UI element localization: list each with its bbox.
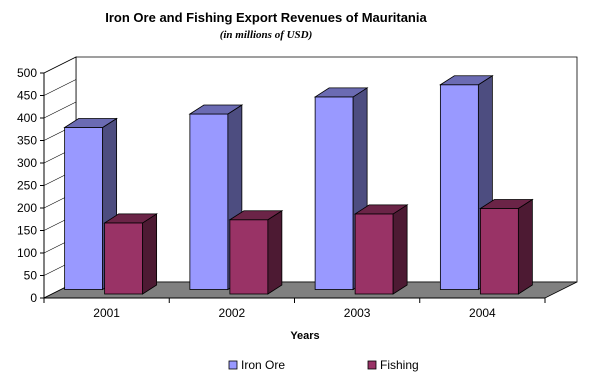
y-tick-label: 150	[17, 224, 37, 238]
bar-front	[314, 96, 354, 290]
y-gridline	[43, 56, 77, 74]
y-tick-label: 400	[17, 111, 37, 125]
bar-front	[354, 213, 394, 295]
bar-front	[479, 208, 519, 295]
bar-side	[517, 198, 533, 295]
bar-iron-ore	[188, 104, 244, 291]
y-tick-label: 100	[17, 246, 37, 260]
bar-front	[104, 222, 144, 295]
bar-top	[103, 213, 158, 224]
x-tick-label: 2003	[344, 306, 371, 320]
y-tick-label: 500	[17, 66, 37, 80]
bar-front	[64, 127, 104, 290]
legend-label: Iron Ore	[241, 358, 285, 372]
bar-fishing	[228, 210, 284, 295]
chart-title: Iron Ore and Fishing Export Revenues of …	[105, 10, 427, 25]
x-tick-label: 2001	[93, 306, 120, 320]
y-tick-label: 200	[17, 201, 37, 215]
y-tick-label: 450	[17, 89, 37, 103]
bar-top	[353, 204, 409, 215]
bar-top	[439, 75, 494, 86]
x-axis-label: Years	[290, 330, 319, 342]
legend: Iron Ore Fishing	[228, 358, 419, 372]
bar-top	[228, 210, 284, 221]
bar-top	[188, 104, 244, 115]
y-tick-label: 250	[17, 179, 37, 193]
bar-front	[439, 84, 479, 290]
bar-top	[63, 118, 118, 128]
legend-label: Fishing	[380, 358, 419, 372]
legend-swatch	[228, 360, 238, 370]
y-tick-label: 350	[17, 134, 37, 148]
bar-fishing	[353, 204, 409, 295]
bar-top	[313, 87, 369, 98]
bar-top	[479, 199, 534, 209]
y-gridline	[43, 79, 77, 96]
bar-iron-ore	[63, 117, 118, 291]
chart-subtitle: (in millions of USD)	[220, 29, 313, 41]
y-tick-label: 50	[24, 269, 38, 283]
bar-iron-ore	[313, 87, 369, 291]
x-tick-label: 2004	[469, 306, 496, 320]
bar-front	[229, 219, 269, 295]
bar-side	[392, 204, 408, 295]
bar-side	[142, 213, 158, 295]
legend-swatch	[367, 360, 377, 370]
bar-fishing	[103, 213, 158, 295]
y-tick-label: 0	[30, 291, 37, 305]
bar-front	[189, 113, 229, 290]
plot-area: 0 50 100 150 200 250 300 350 400 450 500 2001 2002 20…	[17, 56, 578, 320]
x-tick-label: 2002	[219, 306, 246, 320]
bar-side	[267, 210, 283, 295]
y-tick-label: 300	[17, 156, 37, 170]
y-gridline	[43, 101, 77, 119]
bar-fishing	[479, 198, 534, 295]
